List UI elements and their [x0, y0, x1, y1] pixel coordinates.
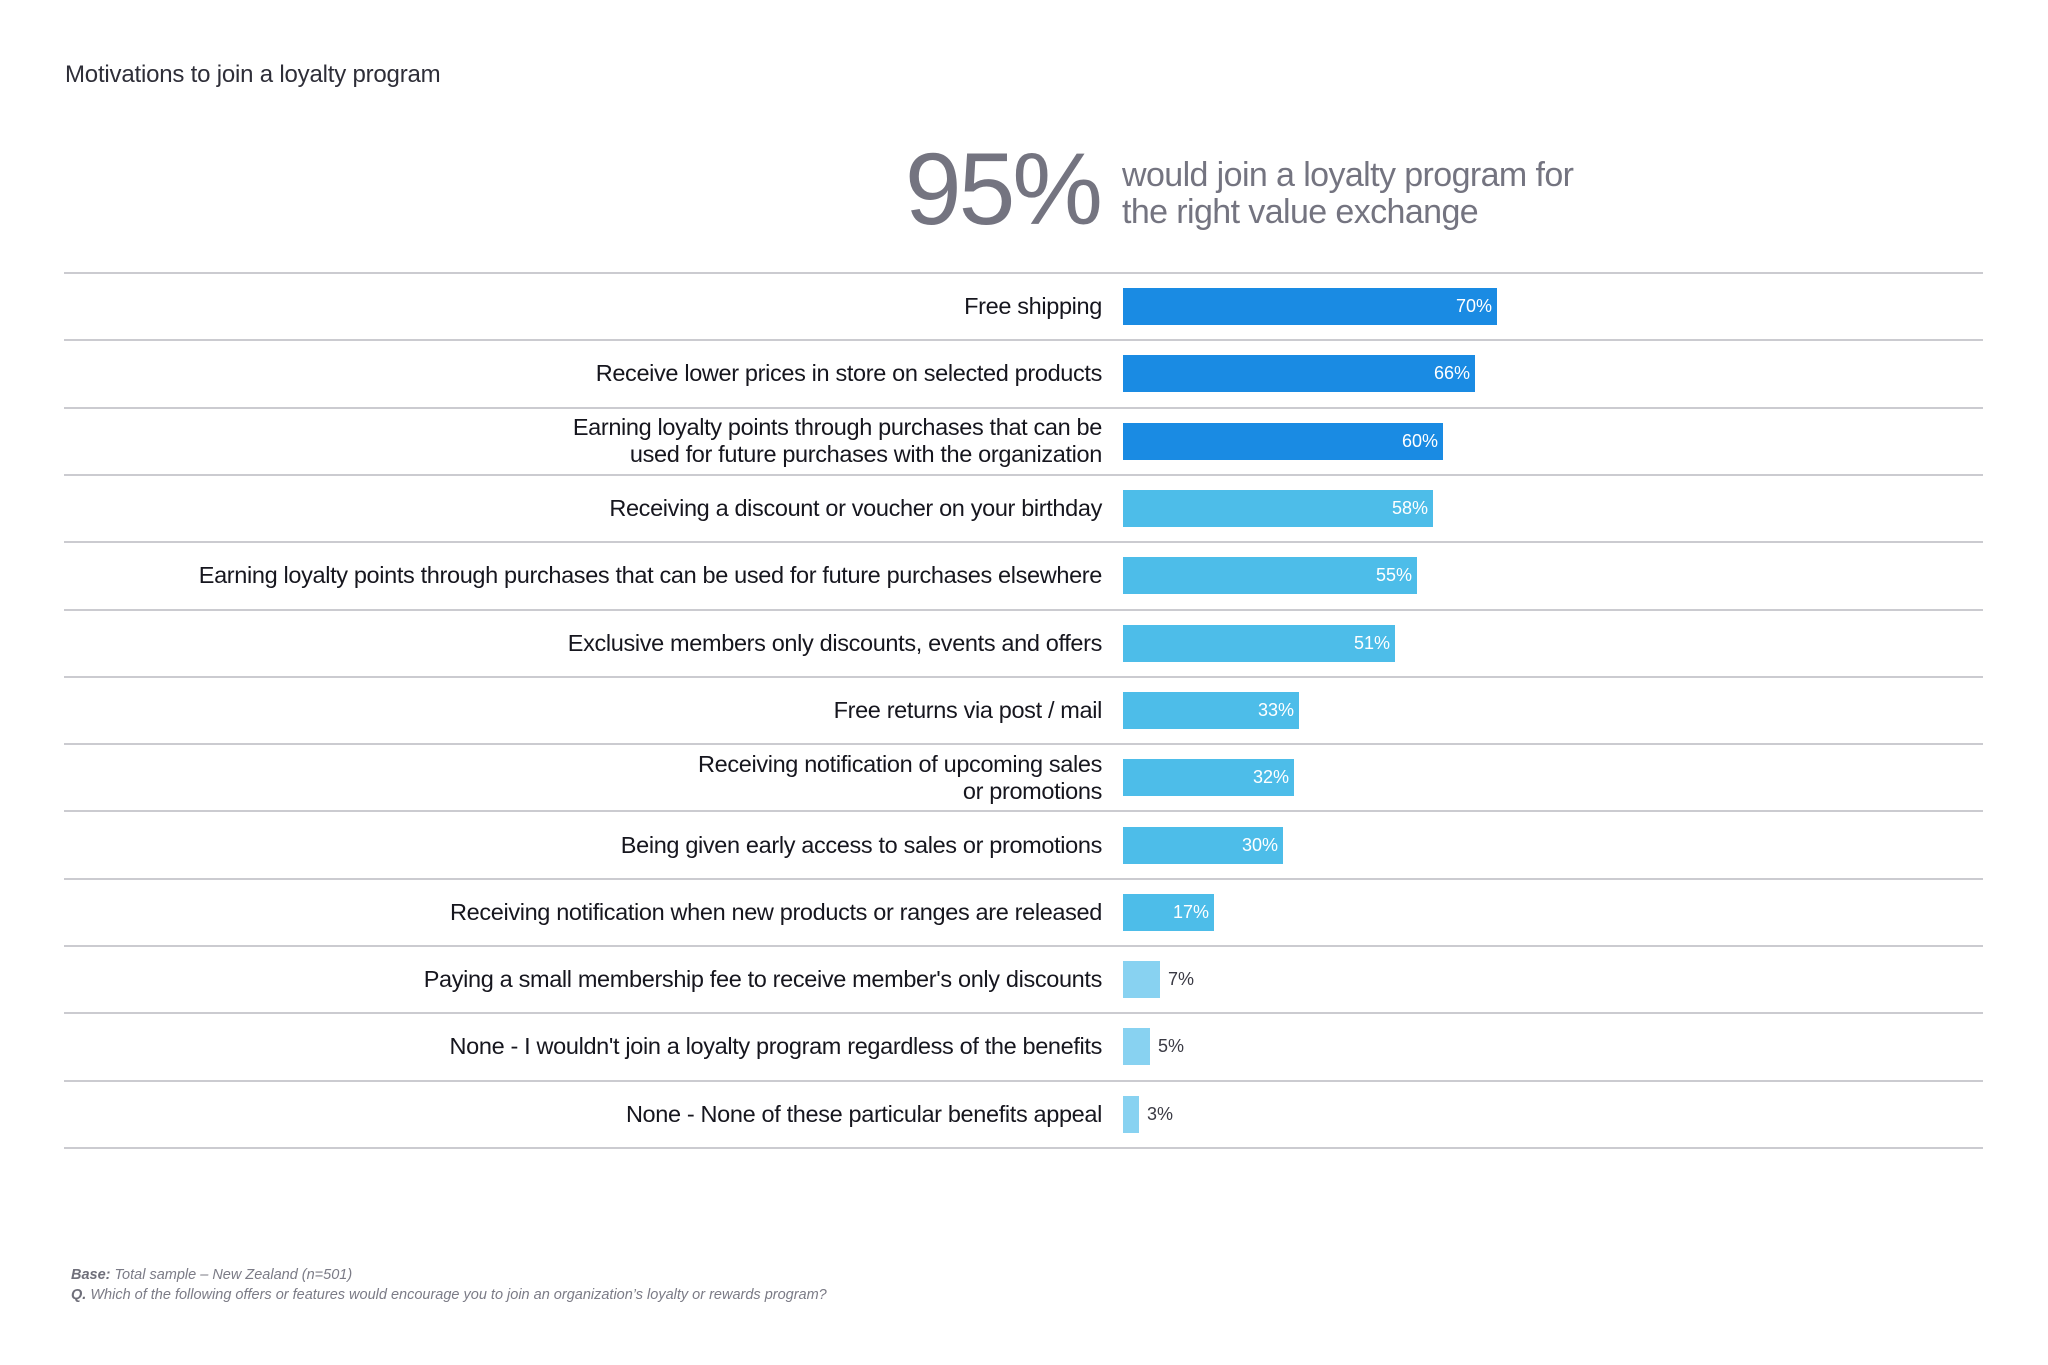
row-divider — [64, 609, 1983, 611]
bar-value-label: 58% — [1391, 498, 1428, 518]
row-divider — [64, 676, 1983, 678]
bar — [1123, 625, 1395, 662]
row-divider — [64, 743, 1983, 745]
category-label: Earning loyalty points through purchases… — [198, 562, 1103, 589]
category-label-line: or promotions — [962, 778, 1102, 804]
headline-text-line-2: the right value exchange — [1122, 193, 1479, 231]
category-label: Receiving notification when new products… — [450, 899, 1102, 926]
category-label: Earning loyalty points through purchases… — [572, 414, 1103, 468]
row-divider — [64, 878, 1983, 880]
row-divider — [64, 1012, 1983, 1014]
bar-value-label: 60% — [1401, 431, 1438, 451]
bar — [1123, 692, 1299, 729]
row-divider — [64, 810, 1983, 812]
row-divider — [64, 474, 1983, 476]
category-label-line: used for future purchases with the organ… — [629, 441, 1102, 467]
bar — [1123, 759, 1294, 796]
category-label-line: Receive lower prices in store on selecte… — [595, 360, 1103, 386]
category-label-line: Earning loyalty points through purchases… — [198, 562, 1103, 588]
category-label: Paying a small membership fee to receive… — [423, 966, 1103, 993]
bar-value-label: 7% — [1168, 969, 1195, 989]
bar — [1123, 961, 1160, 998]
bar-value-label: 32% — [1252, 767, 1289, 787]
footnote-base-text: Total sample – New Zealand (n=501) — [110, 1267, 353, 1283]
category-label-line: Free returns via post / mail — [833, 697, 1103, 723]
footnote-question-text: Which of the following offers or feature… — [86, 1287, 827, 1303]
bar-value-label: 17% — [1172, 902, 1209, 922]
bar-value-label: 66% — [1433, 363, 1470, 383]
bar — [1123, 1028, 1150, 1065]
category-label-line: Earning loyalty points through purchases… — [572, 414, 1103, 440]
bar — [1123, 894, 1214, 931]
bar-value-label: 55% — [1375, 565, 1412, 585]
bar-value-label: 70% — [1455, 296, 1492, 316]
headline-text-line-1: would join a loyalty program for — [1122, 156, 1574, 194]
footnote-question-prefix: Q. — [71, 1287, 87, 1303]
row-divider — [64, 1080, 1983, 1082]
headline-text: would join a loyalty program for the rig… — [1122, 156, 1574, 231]
footnote: Base: Total sample – New Zealand (n=501)… — [71, 1265, 827, 1305]
footnote-question: Q. Which of the following offers or feat… — [71, 1285, 827, 1305]
category-label-line: Receiving notification when new products… — [449, 899, 1102, 925]
bar-value-label: 5% — [1158, 1036, 1185, 1056]
bar-value-label: 33% — [1257, 700, 1294, 720]
bar — [1123, 557, 1417, 594]
bar — [1123, 490, 1433, 527]
category-label: None - I wouldn't join a loyalty program… — [449, 1033, 1103, 1060]
bar — [1123, 288, 1497, 325]
row-divider — [64, 407, 1983, 409]
category-label-line: Exclusive members only discounts, events… — [567, 630, 1103, 656]
category-label-line: Paying a small membership fee to receive… — [423, 966, 1103, 992]
category-label: Free shipping — [964, 293, 1102, 320]
category-label: Receive lower prices in store on selecte… — [595, 360, 1103, 387]
category-label-line: Receiving a discount or voucher on your … — [609, 495, 1102, 521]
row-divider — [64, 339, 1983, 341]
bar — [1123, 1096, 1139, 1133]
category-label-line: None - I wouldn't join a loyalty program… — [449, 1033, 1103, 1059]
page-title: Motivations to join a loyalty program — [65, 61, 441, 88]
category-label-line: None - None of these particular benefits… — [625, 1101, 1102, 1127]
bar-value-label: 3% — [1147, 1104, 1174, 1124]
category-label: None - None of these particular benefits… — [626, 1101, 1102, 1128]
category-label-line: Being given early access to sales or pro… — [620, 832, 1103, 858]
row-divider — [64, 945, 1983, 947]
footnote-base-prefix: Base: — [71, 1267, 111, 1283]
bar-value-label: 30% — [1241, 835, 1278, 855]
row-divider — [64, 1147, 1983, 1149]
category-label: Receiving a discount or voucher on your … — [609, 495, 1102, 522]
bar — [1123, 423, 1443, 460]
category-label-line: Receiving notification of upcoming sales — [697, 751, 1102, 777]
headline-stat: 95% — [904, 132, 1103, 246]
category-label: Receiving notification of upcoming sales… — [698, 751, 1102, 805]
category-label: Free returns via post / mail — [833, 697, 1103, 724]
bar — [1123, 827, 1283, 864]
row-divider — [64, 272, 1983, 274]
bar-value-label: 51% — [1353, 633, 1390, 653]
row-divider — [64, 541, 1983, 543]
footnote-base: Base: Total sample – New Zealand (n=501) — [71, 1265, 827, 1285]
category-label: Being given early access to sales or pro… — [620, 832, 1103, 859]
category-label: Exclusive members only discounts, events… — [567, 630, 1103, 657]
category-label-line: Free shipping — [964, 293, 1102, 319]
bar — [1123, 355, 1475, 392]
